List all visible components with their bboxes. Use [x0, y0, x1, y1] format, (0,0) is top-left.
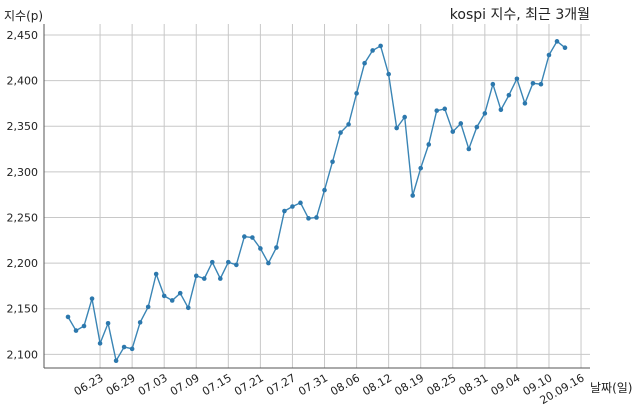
data-point [121, 344, 127, 350]
data-point [546, 52, 552, 58]
data-point [346, 122, 351, 127]
data-point [386, 71, 391, 77]
data-point [514, 76, 520, 82]
data-point [354, 91, 359, 96]
data-point [498, 107, 504, 113]
data-point [362, 60, 367, 66]
data-point [450, 129, 456, 134]
y-axis-label: 지수(p) [4, 9, 43, 23]
x-axis-label: 날짜(일) [590, 381, 632, 395]
series-line [67, 40, 566, 363]
data-point [266, 260, 271, 266]
x-tick-label: 08.19 [392, 371, 426, 398]
data-point [402, 114, 407, 120]
data-point [530, 81, 536, 86]
y-tick-label: 2,100 [7, 348, 39, 361]
data-point [506, 92, 512, 98]
data-point [394, 125, 399, 131]
data-point [338, 130, 343, 135]
y-tick-label: 2,350 [7, 120, 39, 133]
data-point [466, 146, 472, 152]
data-point [522, 101, 528, 106]
data-point [370, 48, 375, 53]
data-point [322, 187, 327, 193]
data-point [538, 81, 544, 87]
data-point [105, 320, 111, 326]
data-point [562, 45, 568, 51]
data-point [234, 262, 239, 268]
series-kospi [65, 39, 568, 364]
y-tick-label: 2,450 [7, 29, 39, 42]
x-tick-label: 06.29 [104, 371, 138, 398]
data-point [97, 341, 103, 346]
y-tick-label: 2,250 [7, 211, 39, 224]
y-tick-label: 2,200 [7, 257, 39, 270]
data-point [314, 215, 319, 220]
data-point [137, 320, 143, 325]
data-point [89, 296, 95, 301]
data-point [482, 111, 488, 116]
y-tick-label: 2,300 [7, 166, 39, 179]
y-tick-label: 2,400 [7, 75, 39, 88]
x-tick-label: 07.09 [168, 371, 202, 398]
data-point [378, 43, 383, 49]
data-point [81, 323, 87, 329]
x-tick-label: 08.06 [328, 371, 362, 398]
x-tick-label: 07.03 [136, 371, 170, 398]
data-point [218, 276, 223, 281]
y-axis: 2,100 2,150 2,200 2,250 2,300 2,350 2,400 2,450 [7, 24, 45, 368]
data-point [474, 124, 480, 130]
x-axis: 06.2306.2907.0307.0907.1507.2107.2707.31… [44, 367, 590, 407]
y-tick-label: 2,150 [7, 303, 39, 316]
data-point [554, 39, 560, 44]
grid [44, 24, 590, 368]
data-point [426, 142, 432, 147]
x-tick-label: 08.12 [360, 371, 394, 398]
data-point [242, 234, 247, 239]
data-point [434, 108, 440, 113]
data-point [201, 276, 207, 281]
data-point [145, 304, 151, 310]
data-point [290, 204, 295, 209]
x-tick-label: 07.21 [232, 371, 266, 398]
data-point [153, 271, 159, 277]
data-point [73, 328, 79, 333]
x-tick-label: 07.31 [296, 371, 330, 398]
data-point [65, 314, 71, 320]
data-point [258, 246, 263, 251]
data-point [129, 346, 135, 352]
data-point [161, 293, 167, 299]
x-tick-label: 06.23 [72, 371, 106, 398]
data-point [250, 235, 255, 240]
data-point [442, 106, 448, 112]
data-point [169, 298, 175, 303]
x-tick-label: 07.27 [264, 371, 298, 398]
data-point [410, 193, 415, 198]
data-point [274, 245, 279, 250]
data-point [306, 216, 311, 221]
data-point [458, 121, 464, 126]
chart-title: kospi 지수, 최근 3개월 [450, 7, 590, 23]
data-point [330, 159, 335, 165]
data-point [490, 81, 496, 87]
data-point [209, 259, 215, 265]
data-point [193, 273, 199, 279]
data-point [298, 200, 303, 206]
x-tick-label: 08.31 [457, 371, 491, 398]
data-point [177, 290, 183, 296]
data-point [418, 165, 424, 171]
x-tick-label: 09.04 [489, 371, 523, 398]
data-point [282, 208, 287, 214]
x-tick-label: 08.25 [424, 371, 458, 398]
data-point [226, 259, 231, 265]
data-point [185, 305, 191, 311]
x-tick-label: 07.15 [200, 371, 234, 398]
data-point [113, 358, 119, 364]
